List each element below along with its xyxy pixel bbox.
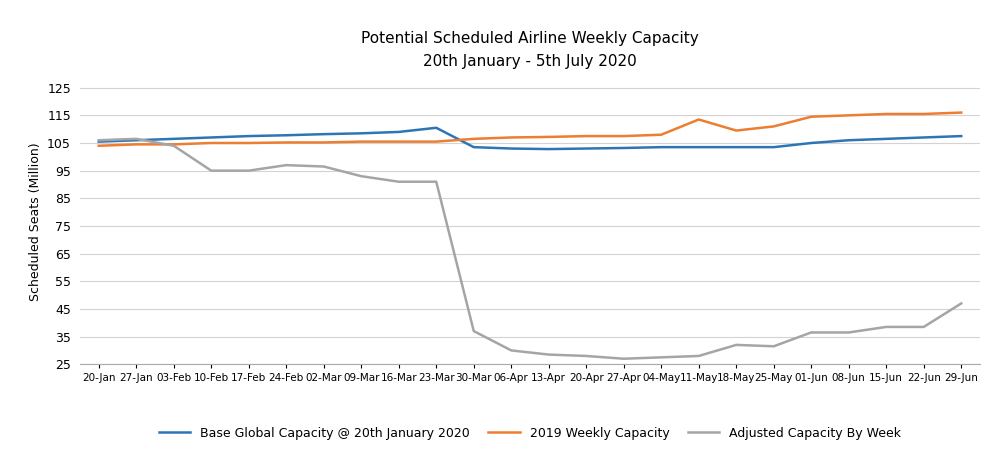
Adjusted Capacity By Week xyxy=(693,353,705,359)
Adjusted Capacity By Week xyxy=(955,301,967,306)
2019 Weekly Capacity xyxy=(93,143,105,149)
Base Global Capacity @ 20th January 2020 xyxy=(393,129,405,135)
Base Global Capacity @ 20th January 2020 xyxy=(730,144,742,150)
Legend: Base Global Capacity @ 20th January 2020, 2019 Weekly Capacity, Adjusted Capacit: Base Global Capacity @ 20th January 2020… xyxy=(154,422,906,445)
Adjusted Capacity By Week xyxy=(543,352,555,357)
Base Global Capacity @ 20th January 2020 xyxy=(618,145,630,151)
Adjusted Capacity By Week xyxy=(580,353,592,359)
Base Global Capacity @ 20th January 2020 xyxy=(130,137,142,143)
2019 Weekly Capacity xyxy=(918,111,930,117)
2019 Weekly Capacity xyxy=(168,142,180,147)
Base Global Capacity @ 20th January 2020 xyxy=(543,146,555,152)
Adjusted Capacity By Week xyxy=(393,179,405,184)
Adjusted Capacity By Week xyxy=(618,356,630,361)
2019 Weekly Capacity xyxy=(205,140,217,146)
Adjusted Capacity By Week xyxy=(768,344,780,349)
Adjusted Capacity By Week xyxy=(468,328,480,334)
Adjusted Capacity By Week xyxy=(205,168,217,173)
2019 Weekly Capacity xyxy=(318,140,330,145)
Base Global Capacity @ 20th January 2020 xyxy=(243,133,255,139)
Base Global Capacity @ 20th January 2020 xyxy=(93,139,105,144)
Adjusted Capacity By Week xyxy=(318,164,330,170)
2019 Weekly Capacity xyxy=(130,142,142,147)
2019 Weekly Capacity xyxy=(955,110,967,115)
Base Global Capacity @ 20th January 2020 xyxy=(768,144,780,150)
2019 Weekly Capacity xyxy=(693,117,705,122)
2019 Weekly Capacity xyxy=(655,132,667,137)
Line: Adjusted Capacity By Week: Adjusted Capacity By Week xyxy=(99,139,961,359)
2019 Weekly Capacity xyxy=(280,140,292,145)
Base Global Capacity @ 20th January 2020 xyxy=(168,136,180,142)
Base Global Capacity @ 20th January 2020 xyxy=(655,144,667,150)
2019 Weekly Capacity xyxy=(768,124,780,129)
2019 Weekly Capacity xyxy=(805,114,817,120)
2019 Weekly Capacity xyxy=(580,133,592,139)
Title: Potential Scheduled Airline Weekly Capacity
20th January - 5th July 2020: Potential Scheduled Airline Weekly Capac… xyxy=(361,31,699,69)
2019 Weekly Capacity xyxy=(243,140,255,146)
Adjusted Capacity By Week xyxy=(918,324,930,330)
Adjusted Capacity By Week xyxy=(655,354,667,360)
Base Global Capacity @ 20th January 2020 xyxy=(280,133,292,138)
2019 Weekly Capacity xyxy=(618,133,630,139)
Base Global Capacity @ 20th January 2020 xyxy=(918,134,930,140)
Adjusted Capacity By Week xyxy=(880,324,892,330)
Base Global Capacity @ 20th January 2020 xyxy=(505,146,517,151)
2019 Weekly Capacity xyxy=(730,128,742,134)
Adjusted Capacity By Week xyxy=(243,168,255,173)
Adjusted Capacity By Week xyxy=(280,163,292,168)
Line: 2019 Weekly Capacity: 2019 Weekly Capacity xyxy=(99,113,961,146)
Base Global Capacity @ 20th January 2020 xyxy=(843,137,855,143)
Adjusted Capacity By Week xyxy=(355,173,367,179)
Adjusted Capacity By Week xyxy=(430,179,442,184)
Adjusted Capacity By Week xyxy=(730,342,742,348)
Base Global Capacity @ 20th January 2020 xyxy=(693,144,705,150)
Base Global Capacity @ 20th January 2020 xyxy=(205,134,217,140)
2019 Weekly Capacity xyxy=(430,139,442,144)
2019 Weekly Capacity xyxy=(393,139,405,144)
Base Global Capacity @ 20th January 2020 xyxy=(468,144,480,150)
2019 Weekly Capacity xyxy=(505,134,517,140)
Base Global Capacity @ 20th January 2020 xyxy=(318,131,330,137)
Base Global Capacity @ 20th January 2020 xyxy=(355,130,367,136)
Base Global Capacity @ 20th January 2020 xyxy=(880,136,892,142)
Base Global Capacity @ 20th January 2020 xyxy=(430,125,442,131)
2019 Weekly Capacity xyxy=(543,134,555,140)
Base Global Capacity @ 20th January 2020 xyxy=(955,133,967,139)
Y-axis label: Scheduled Seats (Million): Scheduled Seats (Million) xyxy=(29,142,42,301)
2019 Weekly Capacity xyxy=(355,139,367,144)
Base Global Capacity @ 20th January 2020 xyxy=(580,146,592,151)
2019 Weekly Capacity xyxy=(468,136,480,142)
2019 Weekly Capacity xyxy=(880,111,892,117)
2019 Weekly Capacity xyxy=(843,113,855,118)
Adjusted Capacity By Week xyxy=(505,347,517,353)
Adjusted Capacity By Week xyxy=(93,137,105,143)
Adjusted Capacity By Week xyxy=(130,136,142,142)
Adjusted Capacity By Week xyxy=(168,143,180,149)
Adjusted Capacity By Week xyxy=(843,330,855,335)
Adjusted Capacity By Week xyxy=(805,330,817,335)
Base Global Capacity @ 20th January 2020 xyxy=(805,140,817,146)
Line: Base Global Capacity @ 20th January 2020: Base Global Capacity @ 20th January 2020 xyxy=(99,128,961,149)
